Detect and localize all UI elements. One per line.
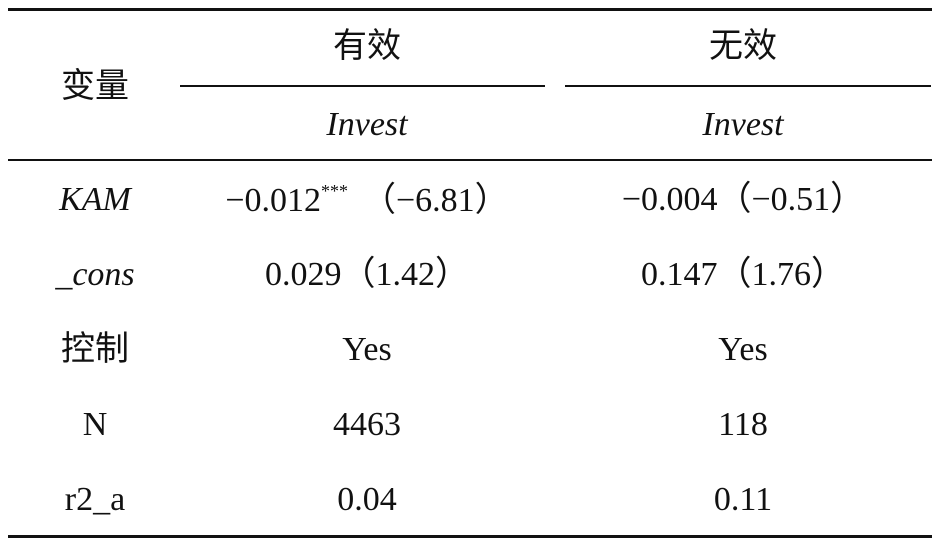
variable-header: 变量 [61, 68, 129, 105]
cell: 0.11 [714, 483, 772, 517]
group-header: 有效 [333, 28, 401, 65]
cell: −0.012*** （−6.81） [225, 182, 508, 218]
coefficient: −0.012 [225, 182, 321, 219]
header-rule [8, 159, 932, 161]
bottom-rule [8, 535, 932, 538]
cell: 0.147（1.76） [641, 258, 845, 292]
cell: −0.004（−0.51） [622, 183, 864, 217]
top-rule [8, 8, 932, 11]
subheader: Invest [702, 106, 784, 143]
cell: 4463 [333, 408, 401, 442]
coefficient: 4463 [333, 406, 401, 443]
coefficient: 0.04 [337, 481, 397, 518]
cell: 0.04 [337, 483, 397, 517]
cell: Yes [342, 333, 391, 367]
coefficient: Yes [342, 331, 392, 368]
row-label: r2_a [64, 481, 126, 518]
group-rule [180, 85, 545, 87]
cell: Yes [718, 333, 767, 367]
coefficient: 118 [718, 406, 768, 443]
significance-stars: *** [321, 181, 348, 201]
group-rule [565, 85, 931, 87]
coefficient: Yes [718, 331, 768, 368]
cell: 0.029（1.42） [265, 258, 469, 292]
t-statistic: （−0.51） [717, 181, 865, 218]
row-label: KAM [59, 181, 131, 218]
coefficient: −0.004 [621, 181, 718, 218]
coefficient: 0.11 [713, 481, 773, 518]
cell: 118 [718, 408, 768, 442]
t-statistic: （1.76） [717, 256, 846, 293]
coefficient: 0.029 [265, 256, 342, 293]
row-label: N [82, 406, 108, 443]
coefficient: 0.147 [641, 256, 718, 293]
t-statistic: （−6.81） [362, 182, 509, 219]
row-label: _cons [55, 256, 135, 293]
row-label: 控制 [61, 331, 129, 368]
subheader: Invest [326, 106, 408, 143]
group-header: 无效 [709, 28, 777, 65]
t-statistic: （1.42） [341, 256, 470, 293]
